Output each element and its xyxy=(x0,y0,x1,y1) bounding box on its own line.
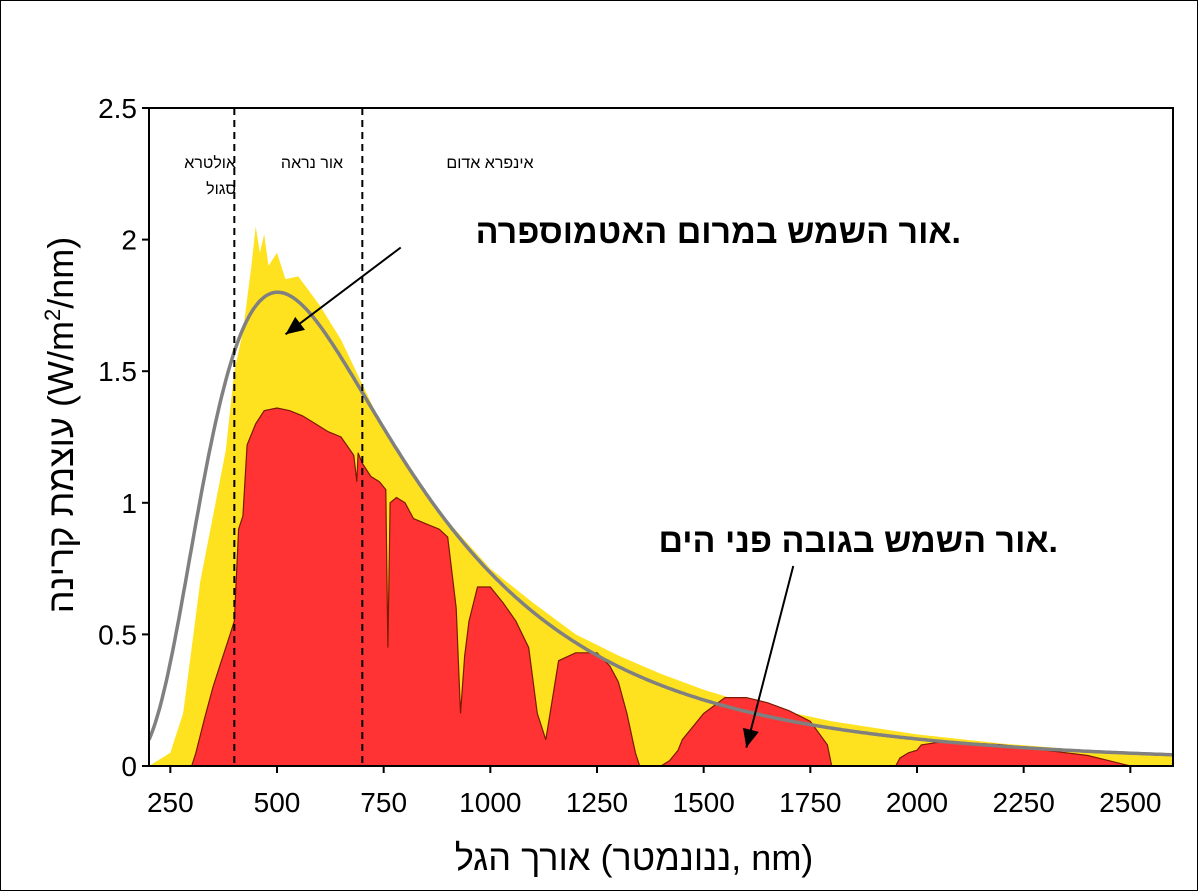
x-tick-label: 2250 xyxy=(993,787,1055,818)
y-tick-label: 0 xyxy=(121,751,137,782)
region-label-ultraviolet: אולטרא סגול xyxy=(184,154,236,198)
annotation-arrow-line-2 xyxy=(745,565,795,748)
y-axis-label: עוצמת קרינה (W/m2/nm) xyxy=(40,237,81,613)
series-line-blackbody xyxy=(149,290,1173,757)
annotation-arrow-head-1 xyxy=(285,316,306,335)
x-tick-label: 2500 xyxy=(1099,787,1161,818)
plot-area-border xyxy=(148,107,1174,767)
annotation-arrow-line-1 xyxy=(284,246,402,336)
series-area-sea-level xyxy=(191,408,1131,766)
y-tick-label: 0.5 xyxy=(98,619,137,650)
x-tick-label: 500 xyxy=(254,787,301,818)
region-label-visible: אור נראה xyxy=(281,155,343,172)
x-tick-label: 750 xyxy=(360,787,407,818)
y-tick-label: 2 xyxy=(121,225,137,256)
annotation-top-of-atmosphere: אור השמש במרום האטמוספרה. xyxy=(476,213,961,251)
series-outline-sea-level xyxy=(191,407,1131,766)
x-tick-label: 1250 xyxy=(566,787,628,818)
x-tick-label: 250 xyxy=(147,787,194,818)
y-tick-label: 1 xyxy=(121,488,137,519)
series-group xyxy=(149,226,1173,766)
y-tick-label: 1.5 xyxy=(98,356,137,387)
x-axis-label: אורך הגל (ננונמטר, nm) xyxy=(455,837,814,878)
x-tick-label: 1500 xyxy=(673,787,735,818)
annotation-sea-level: אור השמש בגובה פני הים. xyxy=(658,522,1058,560)
y-tick-label: 2.5 xyxy=(98,93,137,124)
x-tick-label: 1750 xyxy=(779,787,841,818)
annotation-arrow-head-2 xyxy=(743,727,759,748)
region-label-infrared: אינפרא אדום xyxy=(446,155,533,172)
x-tick-label: 1000 xyxy=(459,787,521,818)
x-tick-label: 2000 xyxy=(886,787,948,818)
